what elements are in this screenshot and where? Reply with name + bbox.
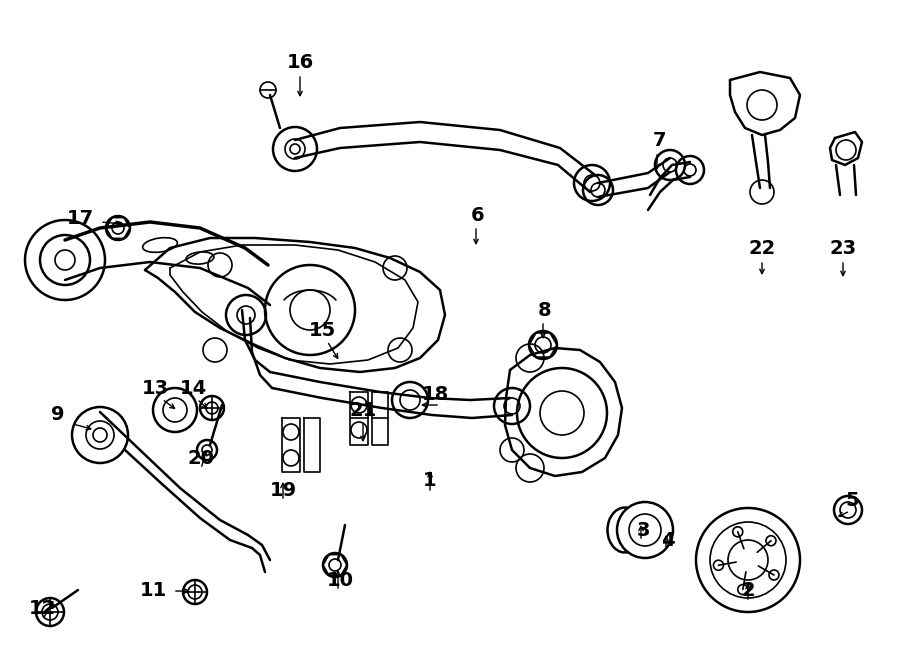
Text: 19: 19 [269, 481, 297, 500]
Text: 6: 6 [472, 205, 485, 224]
Text: 8: 8 [538, 301, 552, 320]
Text: 20: 20 [187, 448, 214, 467]
Text: 16: 16 [286, 52, 313, 71]
Text: 4: 4 [662, 530, 675, 549]
Text: 5: 5 [845, 491, 859, 510]
Text: 21: 21 [349, 401, 376, 420]
Text: 9: 9 [51, 406, 65, 424]
Text: 1: 1 [423, 471, 436, 489]
Text: 2: 2 [742, 581, 755, 600]
Text: 3: 3 [636, 520, 650, 540]
Text: 23: 23 [830, 238, 857, 258]
Text: 11: 11 [140, 581, 166, 600]
Text: 10: 10 [327, 571, 354, 589]
Text: 13: 13 [141, 379, 168, 397]
Text: 18: 18 [421, 385, 448, 404]
Text: 7: 7 [653, 130, 667, 150]
Text: 12: 12 [29, 598, 56, 618]
Text: 22: 22 [749, 238, 776, 258]
Text: 15: 15 [309, 320, 336, 340]
Text: 14: 14 [179, 379, 207, 397]
Text: 17: 17 [67, 209, 94, 228]
